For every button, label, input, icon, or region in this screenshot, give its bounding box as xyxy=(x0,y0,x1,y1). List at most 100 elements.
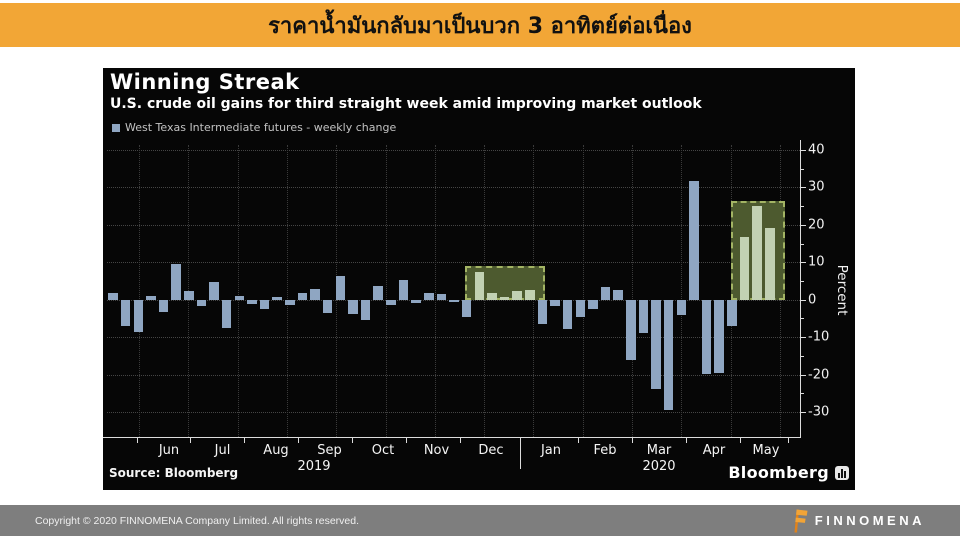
plot-area xyxy=(107,140,800,437)
y-axis-minor-tick xyxy=(800,280,804,282)
gridline-h xyxy=(107,149,800,151)
weekly-change-bar xyxy=(171,264,181,300)
weekly-change-bar xyxy=(537,299,548,325)
x-axis-month-label: Nov xyxy=(423,443,450,458)
weekly-change-bar xyxy=(133,299,143,333)
weekly-change-bar xyxy=(259,299,270,310)
weekly-change-bar xyxy=(322,299,333,313)
weekly-change-bar xyxy=(297,292,308,300)
y-axis-tick xyxy=(800,149,806,151)
weekly-change-bar xyxy=(651,299,661,389)
year-divider-tick xyxy=(520,438,521,469)
finnomena-wordmark: FINNOMENA xyxy=(814,513,925,528)
chart-subtitle: U.S. crude oil gains for third straight … xyxy=(110,96,702,112)
x-axis-tick xyxy=(686,438,687,443)
y-axis-minor-tick xyxy=(800,243,804,245)
x-axis-year-label: 2019 xyxy=(297,459,331,474)
y-axis-tick xyxy=(800,411,806,413)
finnomena-logo: FINNOMENA xyxy=(793,509,925,533)
y-axis-minor-tick xyxy=(800,355,804,357)
y-axis-tick-label: 0 xyxy=(808,292,817,308)
y-axis-tick-label: 20 xyxy=(808,217,825,233)
weekly-change-bar xyxy=(739,236,750,300)
y-axis-minor-tick xyxy=(800,393,804,395)
y-axis-tick-label: 10 xyxy=(808,254,825,270)
weekly-change-bar xyxy=(310,288,320,300)
gridline-v xyxy=(385,145,387,437)
copyright-text: Copyright © 2020 FINNOMENA Company Limit… xyxy=(35,514,360,527)
weekly-change-bar xyxy=(424,292,434,300)
bloomberg-brand: Bloomberg xyxy=(728,463,849,482)
y-axis-title: Percent xyxy=(834,264,850,316)
x-axis-month-label: Jan xyxy=(540,443,562,458)
y-axis-tick xyxy=(800,262,806,264)
weekly-change-bar xyxy=(499,297,510,300)
weekly-change-bar xyxy=(512,290,522,300)
weekly-change-bar xyxy=(108,292,118,300)
gridline-v xyxy=(681,145,683,437)
source-label: Source: Bloomberg xyxy=(109,466,239,480)
slide-title: ราคาน้ำมันกลับมาเป็นบวก 3 อาทิตย์ต่อเนื่… xyxy=(268,13,692,39)
weekly-change-bar xyxy=(663,299,674,411)
y-axis-minor-tick xyxy=(800,168,804,170)
x-axis-tick xyxy=(788,438,789,443)
x-axis-tick xyxy=(190,438,191,443)
gridline-v xyxy=(139,145,140,437)
gridline-v xyxy=(434,145,436,437)
gridline-v xyxy=(237,145,239,437)
weekly-change-bar xyxy=(562,299,573,329)
legend-swatch-icon xyxy=(112,123,120,132)
weekly-change-bar xyxy=(600,287,611,300)
weekly-change-bar xyxy=(714,299,724,373)
gridline-h xyxy=(107,374,800,376)
weekly-change-bar xyxy=(676,299,687,316)
slide-title-banner: ราคาน้ำมันกลับมาเป็นบวก 3 อาทิตย์ต่อเนื่… xyxy=(0,3,960,47)
weekly-change-bar xyxy=(474,272,485,300)
y-axis-tick xyxy=(800,187,806,189)
chart-panel: Winning Streak U.S. crude oil gains for … xyxy=(103,68,855,490)
weekly-change-bar xyxy=(209,282,219,300)
weekly-change-bar xyxy=(689,180,699,300)
weekly-change-bar xyxy=(765,228,775,300)
x-axis-tick xyxy=(632,438,633,443)
weekly-change-bar xyxy=(272,296,282,300)
x-axis-month-label: Apr xyxy=(702,443,726,458)
weekly-change-bar xyxy=(360,299,371,321)
gridline-h xyxy=(107,262,800,264)
x-axis-month-label: Jun xyxy=(158,443,180,458)
slide-footer: Copyright © 2020 FINNOMENA Company Limit… xyxy=(0,505,960,536)
weekly-change-bar xyxy=(146,295,156,300)
x-axis-tick xyxy=(740,438,741,443)
x-axis-tick xyxy=(244,438,245,443)
legend-label: West Texas Intermediate futures - weekly… xyxy=(125,121,397,134)
y-axis-tick-label: -20 xyxy=(808,367,830,383)
chart-legend: West Texas Intermediate futures - weekly… xyxy=(112,121,396,134)
weekly-change-bar xyxy=(487,292,497,300)
x-axis-tick xyxy=(460,438,461,443)
y-axis-line xyxy=(800,140,801,438)
x-axis-tick xyxy=(406,438,407,443)
x-axis-tick xyxy=(578,438,579,443)
weekly-change-bar xyxy=(373,285,383,300)
finnomena-flag-icon xyxy=(794,509,808,532)
x-axis-month-label: Oct xyxy=(371,443,395,458)
weekly-change-bar xyxy=(588,299,598,310)
x-axis-line xyxy=(103,437,801,438)
y-axis-tick-label: -10 xyxy=(808,329,830,345)
x-axis-year-label: 2020 xyxy=(642,459,676,474)
y-axis-tick-label: 30 xyxy=(808,179,825,195)
gridline-v xyxy=(632,145,633,437)
weekly-change-bar xyxy=(234,295,245,300)
gridline-h xyxy=(107,187,800,189)
x-axis-month-label: May xyxy=(752,443,780,458)
weekly-change-bar xyxy=(335,276,346,300)
weekly-change-bar xyxy=(196,299,207,306)
x-axis-tick xyxy=(136,438,138,443)
gridline-h xyxy=(107,337,800,339)
x-axis-month-label: Dec xyxy=(478,443,504,458)
weekly-change-bar xyxy=(436,294,447,300)
weekly-change-bar xyxy=(461,299,472,317)
x-axis-month-label: Feb xyxy=(593,443,617,458)
bloomberg-terminal-icon xyxy=(835,465,849,480)
weekly-change-bar xyxy=(386,299,396,306)
